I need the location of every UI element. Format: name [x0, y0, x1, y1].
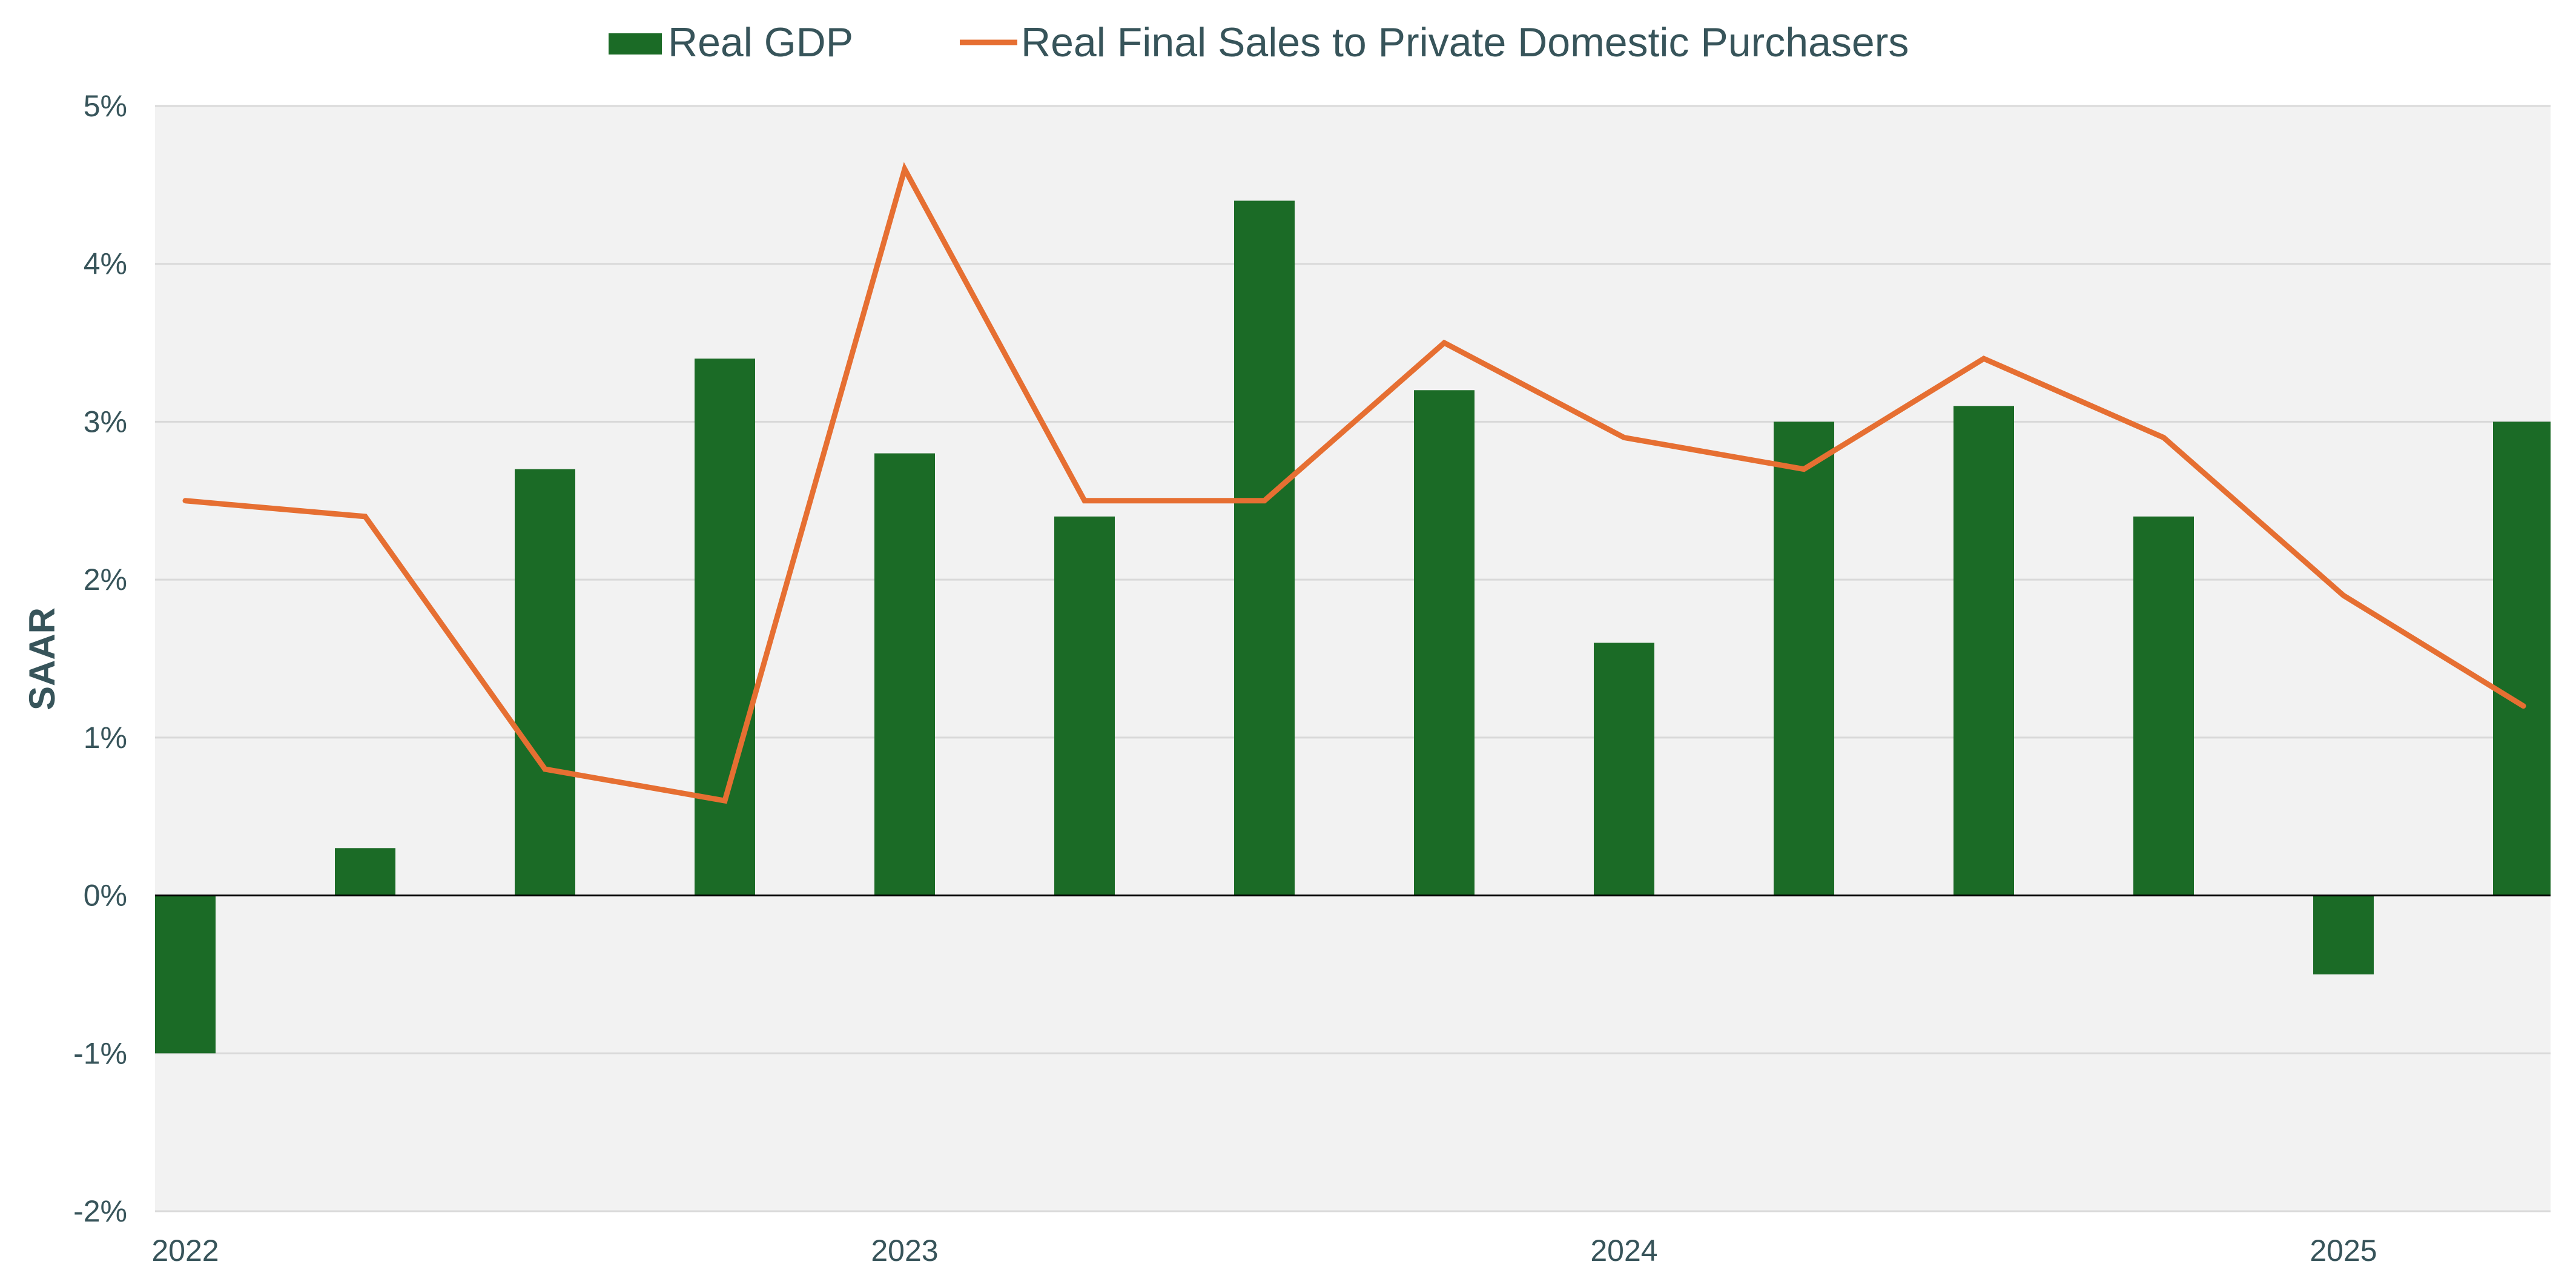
bar-real-gdp [1594, 643, 1654, 896]
y-tick-label: -1% [73, 1036, 127, 1070]
bar-real-gdp [2133, 516, 2194, 896]
legend-label-final-sales: Real Final Sales to Private Domestic Pur… [1021, 19, 1909, 65]
legend: Real GDP Real Final Sales to Private Dom… [609, 19, 1909, 65]
bar-real-gdp [1953, 406, 2014, 896]
y-tick-label: 0% [84, 879, 127, 913]
y-tick-label: 3% [84, 405, 127, 438]
bar-real-gdp [2493, 422, 2551, 896]
bar-real-gdp [335, 848, 395, 896]
y-tick-label: 1% [84, 721, 127, 755]
bar-real-gdp [155, 895, 216, 1054]
y-tick-label: 5% [84, 89, 127, 123]
x-axis-ticks: 2022 2023 2024 2025 [151, 1234, 2377, 1268]
bar-series-real-gdp [155, 200, 2551, 1054]
bar-real-gdp [1774, 422, 1834, 896]
x-tick-label: 2022 [151, 1234, 219, 1268]
bar-real-gdp [2313, 895, 2374, 974]
x-tick-label: 2025 [2310, 1234, 2377, 1268]
y-tick-label: 4% [84, 247, 127, 281]
bar-real-gdp [1054, 516, 1115, 896]
line-final-sales [182, 162, 2526, 804]
legend-label-real-gdp: Real GDP [668, 19, 853, 65]
x-tick-label: 2024 [1590, 1234, 1657, 1268]
line-series-final-sales [182, 162, 2526, 804]
bar-real-gdp [515, 469, 575, 896]
x-tick-label: 2023 [871, 1234, 938, 1268]
bar-real-gdp [874, 453, 935, 896]
y-tick-label: 2% [84, 563, 127, 597]
y-tick-label: -2% [73, 1194, 127, 1228]
bar-real-gdp [695, 359, 755, 896]
bar-real-gdp [1414, 390, 1475, 896]
y-axis-ticks: -2% -1% 0% 1% 2% 3% 4% 5% [73, 89, 127, 1228]
y-axis-title: SAAR [22, 607, 62, 710]
legend-swatch-real-gdp [609, 33, 662, 55]
bar-real-gdp [1234, 200, 1295, 896]
